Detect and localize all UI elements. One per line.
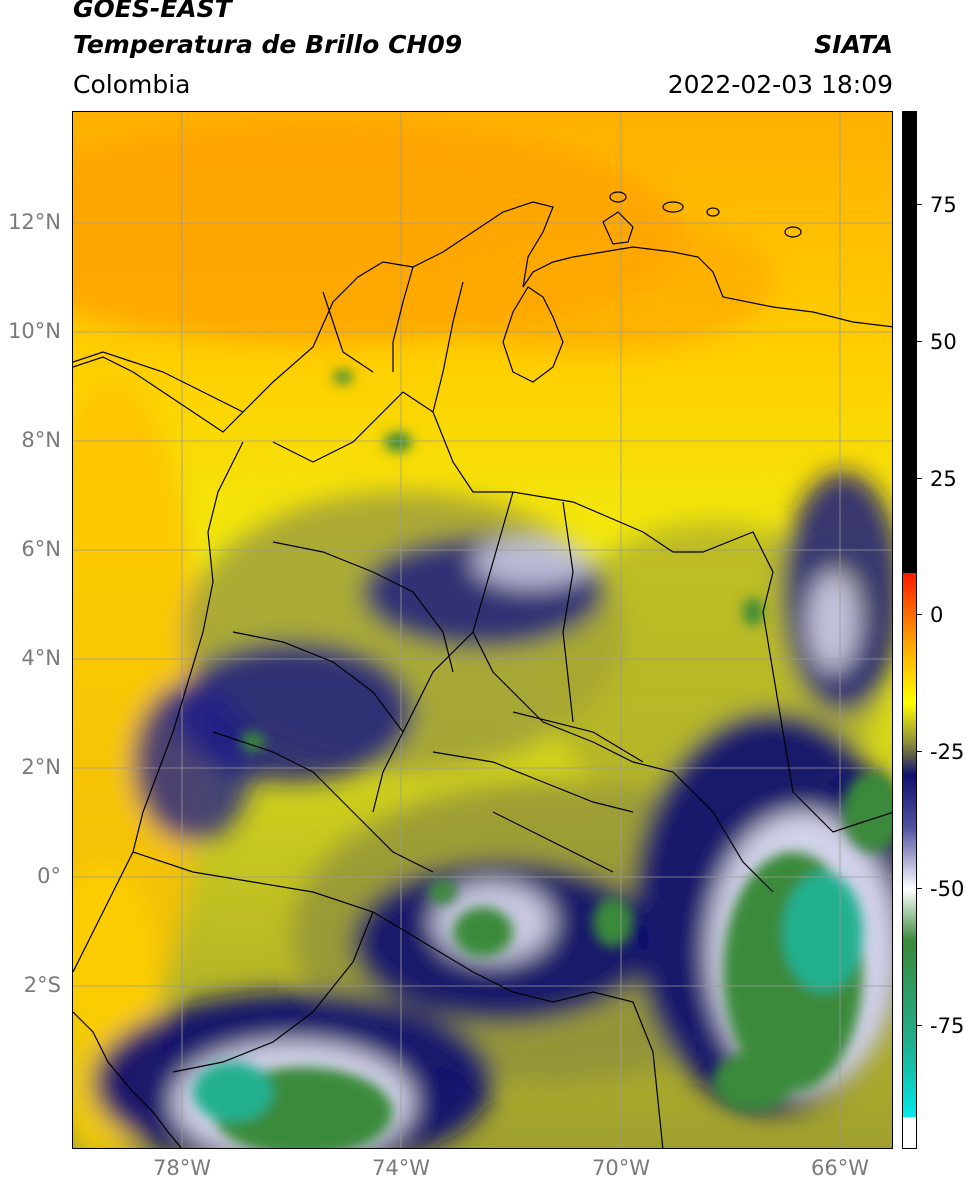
colorbar-label-75: 75 — [930, 193, 957, 217]
lat-tick-8n: 8°N — [21, 428, 61, 452]
lat-tick-2s: 2°S — [23, 973, 61, 997]
colorbar-label-0: 0 — [930, 603, 944, 627]
lat-tick-0: 0° — [37, 864, 61, 888]
lon-tick-66w: 66°W — [811, 1156, 869, 1180]
lat-tick-12n: 12°N — [8, 210, 61, 234]
coastlines-and-borders — [73, 191, 892, 1148]
colorbar-tick-mark — [917, 888, 922, 889]
temperature-colorbar — [902, 111, 917, 1149]
region-label: Colombia — [73, 70, 191, 99]
colorbar-label-minus75: -75 — [930, 1014, 965, 1038]
lat-tick-6n: 6°N — [21, 537, 61, 561]
agency-label: SIATA — [814, 30, 893, 59]
lon-tick-78w: 78°W — [153, 1156, 211, 1180]
lat-tick-2n: 2°N — [21, 755, 61, 779]
colorbar-tick-mark — [917, 1025, 922, 1026]
colorbar-tick-mark — [917, 751, 922, 752]
colorbar-tick-mark — [917, 341, 922, 342]
colorbar-tick-mark — [917, 478, 922, 479]
lon-tick-70w: 70°W — [592, 1156, 650, 1180]
colorbar-label-25: 25 — [930, 467, 957, 491]
lat-tick-4n: 4°N — [21, 646, 61, 670]
lat-tick-10n: 10°N — [8, 319, 61, 343]
satellite-title: GOES-EAST — [73, 0, 232, 23]
lon-tick-74w: 74°W — [372, 1156, 430, 1180]
colorbar-label-minus50: -50 — [930, 877, 965, 901]
colorbar-tick-mark — [917, 204, 922, 205]
colorbar-label-50: 50 — [930, 330, 957, 354]
colorbar-tick-mark — [917, 614, 922, 615]
product-title: Temperatura de Brillo CH09 — [73, 30, 463, 59]
colorbar-label-minus25: -25 — [930, 740, 965, 764]
satellite-map — [72, 111, 893, 1149]
brightness-temperature-image — [73, 112, 892, 1148]
timestamp-label: 2022-02-03 18:09 — [667, 70, 893, 99]
